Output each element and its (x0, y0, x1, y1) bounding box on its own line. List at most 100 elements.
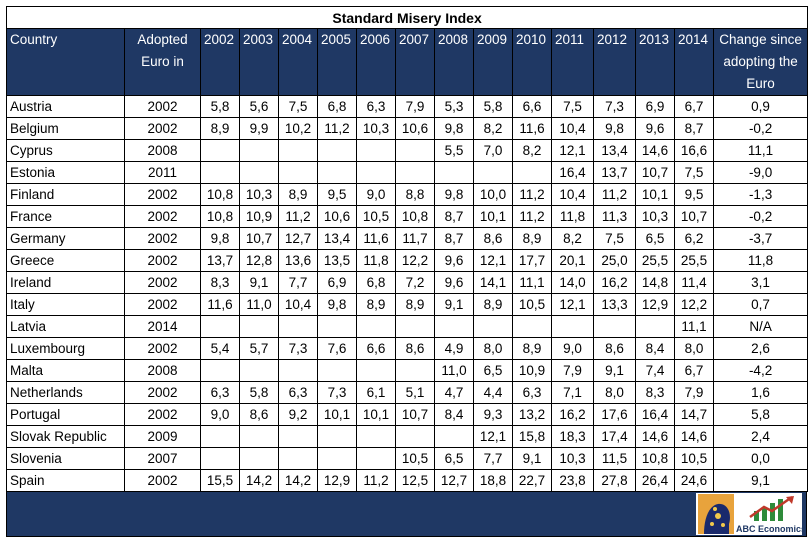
index-value-cell (278, 315, 318, 338)
change-cell: -1,3 (712, 183, 809, 206)
index-value-cell: 6,7 (674, 95, 714, 118)
index-value-cell: 12,1 (473, 425, 513, 448)
header-adopted-euro: Adopted Euro in (124, 28, 201, 96)
index-value-cell: 11,2 (356, 469, 396, 492)
index-value-cell (239, 425, 279, 448)
index-value-cell: 15,5 (200, 469, 240, 492)
index-value-cell: 12,2 (395, 249, 435, 272)
index-value-cell (317, 139, 357, 162)
change-cell: N/A (712, 315, 809, 338)
index-value-cell (239, 315, 279, 338)
table-row: Netherlands 2002 6,3 5,8 6,3 7,3 6,1 5,1 4,7 4,4 6… (6, 381, 809, 404)
index-value-cell: 6,3 (356, 95, 396, 118)
index-value-cell (551, 315, 594, 338)
adopted-year-cell: 2002 (124, 469, 201, 492)
index-value-cell: 10,7 (635, 161, 675, 184)
index-value-cell: 6,5 (434, 447, 474, 470)
logo-text: ABC Economics (736, 524, 807, 534)
index-value-cell: 12,7 (434, 469, 474, 492)
adopted-year-cell: 2002 (124, 271, 201, 294)
index-value-cell: 16,4 (635, 403, 675, 426)
index-value-cell: 9,8 (434, 117, 474, 140)
index-value-cell (356, 447, 396, 470)
adopted-year-cell: 2009 (124, 425, 201, 448)
header-year: 2013 (635, 28, 675, 96)
table-row: Estonia 2011 16,4 13,7 10,7 7,5 -9,0 (6, 161, 809, 184)
country-cell: Finland (6, 183, 125, 206)
index-value-cell: 10,3 (239, 183, 279, 206)
index-value-cell: 5,8 (239, 381, 279, 404)
index-value-cell (200, 447, 240, 470)
index-value-cell: 9,8 (434, 183, 474, 206)
index-value-cell: 8,9 (512, 227, 552, 250)
index-value-cell (593, 315, 636, 338)
index-value-cell: 17,6 (593, 403, 636, 426)
index-value-cell: 7,5 (551, 95, 594, 118)
adopted-year-cell: 2007 (124, 447, 201, 470)
index-value-cell (395, 161, 435, 184)
change-cell: 5,8 (712, 403, 809, 426)
table-title: Standard Misery Index (5, 6, 809, 29)
index-value-cell: 8,0 (674, 337, 714, 360)
header-year: 2010 (512, 28, 552, 96)
index-value-cell: 4,7 (434, 381, 474, 404)
index-value-cell (317, 425, 357, 448)
index-value-cell: 10,5 (395, 447, 435, 470)
index-value-cell: 9,1 (512, 447, 552, 470)
index-value-cell: 11,2 (278, 205, 318, 228)
index-value-cell: 4,9 (434, 337, 474, 360)
index-value-cell: 8,9 (200, 117, 240, 140)
index-value-cell: 6,8 (317, 95, 357, 118)
change-cell: 2,4 (712, 425, 809, 448)
index-value-cell: 11,0 (239, 293, 279, 316)
index-value-cell: 5,8 (200, 95, 240, 118)
index-value-cell: 9,3 (473, 403, 513, 426)
index-value-cell: 8,4 (635, 337, 675, 360)
header-country: Country (6, 28, 125, 96)
index-value-cell: 7,5 (593, 227, 636, 250)
change-cell: 0,7 (712, 293, 809, 316)
index-value-cell: 27,8 (593, 469, 636, 492)
index-value-cell: 13,3 (593, 293, 636, 316)
country-cell: Estonia (6, 161, 125, 184)
index-value-cell: 16,2 (593, 271, 636, 294)
index-value-cell: 7,5 (674, 161, 714, 184)
table-row: Slovenia 2007 10,5 6,5 7,7 9,1 10,3 11,5 10,8 10,… (6, 447, 809, 470)
index-value-cell: 7,4 (635, 359, 675, 382)
index-value-cell: 17,4 (593, 425, 636, 448)
index-value-cell: 11,7 (395, 227, 435, 250)
index-value-cell: 9,9 (239, 117, 279, 140)
adopted-year-cell: 2002 (124, 183, 201, 206)
index-value-cell: 14,6 (674, 425, 714, 448)
index-value-cell: 10,5 (356, 205, 396, 228)
index-value-cell: 9,1 (239, 271, 279, 294)
table-row: Spain 2002 15,5 14,2 14,2 12,9 11,2 12,5 12,7 18,… (6, 469, 809, 492)
index-value-cell: 11,4 (674, 271, 714, 294)
index-value-cell (239, 139, 279, 162)
index-value-cell: 5,8 (473, 95, 513, 118)
index-value-cell (395, 315, 435, 338)
index-value-cell: 8,0 (593, 381, 636, 404)
index-value-cell: 25,5 (674, 249, 714, 272)
index-value-cell (200, 359, 240, 382)
index-value-cell: 7,1 (551, 381, 594, 404)
adopted-year-cell: 2002 (124, 293, 201, 316)
index-value-cell (278, 359, 318, 382)
country-cell: Luxembourg (6, 337, 125, 360)
index-value-cell: 25,0 (593, 249, 636, 272)
index-value-cell: 6,5 (473, 359, 513, 382)
change-cell: -3,7 (712, 227, 809, 250)
index-value-cell (356, 139, 396, 162)
header-year: 2003 (239, 28, 279, 96)
index-value-cell (239, 447, 279, 470)
misery-index-table-container: Standard Misery Index Country Adopted Eu… (5, 6, 809, 537)
header-change-since-euro: Change since adopting the Euro (712, 28, 809, 96)
change-cell: -0,2 (712, 205, 809, 228)
index-value-cell: 7,5 (278, 95, 318, 118)
index-value-cell (635, 315, 675, 338)
index-value-cell: 10,1 (317, 403, 357, 426)
index-value-cell: 6,3 (278, 381, 318, 404)
index-value-cell: 15,8 (512, 425, 552, 448)
index-value-cell (356, 359, 396, 382)
header-year: 2005 (317, 28, 357, 96)
